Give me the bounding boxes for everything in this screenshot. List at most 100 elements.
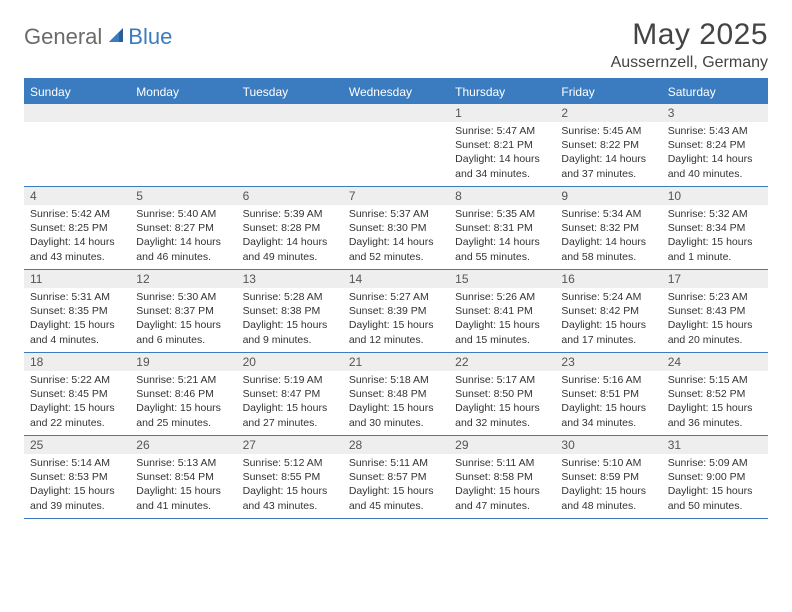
day-number: 7 [343, 187, 449, 205]
sunrise-text: Sunrise: 5:47 AM [455, 124, 549, 138]
week-row: 4Sunrise: 5:42 AMSunset: 8:25 PMDaylight… [24, 187, 768, 270]
day-number: 31 [662, 436, 768, 454]
day-cell: 20Sunrise: 5:19 AMSunset: 8:47 PMDayligh… [237, 353, 343, 435]
sunrise-text: Sunrise: 5:43 AM [668, 124, 762, 138]
week-row: 11Sunrise: 5:31 AMSunset: 8:35 PMDayligh… [24, 270, 768, 353]
day-cell: 24Sunrise: 5:15 AMSunset: 8:52 PMDayligh… [662, 353, 768, 435]
week-row: 18Sunrise: 5:22 AMSunset: 8:45 PMDayligh… [24, 353, 768, 436]
day-cell: 30Sunrise: 5:10 AMSunset: 8:59 PMDayligh… [555, 436, 661, 518]
day-number: 22 [449, 353, 555, 371]
sunrise-text: Sunrise: 5:35 AM [455, 207, 549, 221]
sunrise-text: Sunrise: 5:40 AM [136, 207, 230, 221]
day-cell: 4Sunrise: 5:42 AMSunset: 8:25 PMDaylight… [24, 187, 130, 269]
weekday-header: Friday [555, 80, 661, 104]
day-cell: 28Sunrise: 5:11 AMSunset: 8:57 PMDayligh… [343, 436, 449, 518]
weekday-header: Thursday [449, 80, 555, 104]
sunrise-text: Sunrise: 5:11 AM [349, 456, 443, 470]
daylight-text: Daylight: 14 hours and 46 minutes. [136, 235, 230, 263]
daylight-text: Daylight: 15 hours and 36 minutes. [668, 401, 762, 429]
sunrise-text: Sunrise: 5:23 AM [668, 290, 762, 304]
day-cell [237, 104, 343, 186]
day-body: Sunrise: 5:15 AMSunset: 8:52 PMDaylight:… [662, 371, 768, 434]
sunset-text: Sunset: 8:50 PM [455, 387, 549, 401]
daylight-text: Daylight: 15 hours and 27 minutes. [243, 401, 337, 429]
sunset-text: Sunset: 8:52 PM [668, 387, 762, 401]
daylight-text: Daylight: 15 hours and 12 minutes. [349, 318, 443, 346]
day-body [343, 122, 449, 128]
daylight-text: Daylight: 15 hours and 43 minutes. [243, 484, 337, 512]
sunset-text: Sunset: 8:27 PM [136, 221, 230, 235]
day-body: Sunrise: 5:27 AMSunset: 8:39 PMDaylight:… [343, 288, 449, 351]
day-cell: 2Sunrise: 5:45 AMSunset: 8:22 PMDaylight… [555, 104, 661, 186]
day-cell: 6Sunrise: 5:39 AMSunset: 8:28 PMDaylight… [237, 187, 343, 269]
sunset-text: Sunset: 8:21 PM [455, 138, 549, 152]
sunrise-text: Sunrise: 5:09 AM [668, 456, 762, 470]
calendar: Sunday Monday Tuesday Wednesday Thursday… [24, 78, 768, 519]
sunrise-text: Sunrise: 5:28 AM [243, 290, 337, 304]
header-right: May 2025 Aussernzell, Germany [611, 18, 768, 72]
daylight-text: Daylight: 15 hours and 1 minute. [668, 235, 762, 263]
day-number: 15 [449, 270, 555, 288]
sunrise-text: Sunrise: 5:27 AM [349, 290, 443, 304]
day-cell: 7Sunrise: 5:37 AMSunset: 8:30 PMDaylight… [343, 187, 449, 269]
day-number: 18 [24, 353, 130, 371]
day-number: 30 [555, 436, 661, 454]
day-number: 3 [662, 104, 768, 122]
day-body: Sunrise: 5:10 AMSunset: 8:59 PMDaylight:… [555, 454, 661, 517]
sunrise-text: Sunrise: 5:10 AM [561, 456, 655, 470]
day-body: Sunrise: 5:09 AMSunset: 9:00 PMDaylight:… [662, 454, 768, 517]
sunset-text: Sunset: 8:25 PM [30, 221, 124, 235]
day-cell: 12Sunrise: 5:30 AMSunset: 8:37 PMDayligh… [130, 270, 236, 352]
day-body: Sunrise: 5:18 AMSunset: 8:48 PMDaylight:… [343, 371, 449, 434]
daylight-text: Daylight: 15 hours and 45 minutes. [349, 484, 443, 512]
daylight-text: Daylight: 15 hours and 39 minutes. [30, 484, 124, 512]
sunrise-text: Sunrise: 5:32 AM [668, 207, 762, 221]
daylight-text: Daylight: 14 hours and 58 minutes. [561, 235, 655, 263]
day-number: 19 [130, 353, 236, 371]
day-body: Sunrise: 5:47 AMSunset: 8:21 PMDaylight:… [449, 122, 555, 185]
sunrise-text: Sunrise: 5:14 AM [30, 456, 124, 470]
day-number: 6 [237, 187, 343, 205]
day-number [24, 104, 130, 122]
day-cell [130, 104, 236, 186]
day-body: Sunrise: 5:19 AMSunset: 8:47 PMDaylight:… [237, 371, 343, 434]
daylight-text: Daylight: 15 hours and 4 minutes. [30, 318, 124, 346]
daylight-text: Daylight: 15 hours and 30 minutes. [349, 401, 443, 429]
week-row: 25Sunrise: 5:14 AMSunset: 8:53 PMDayligh… [24, 436, 768, 519]
daylight-text: Daylight: 15 hours and 22 minutes. [30, 401, 124, 429]
day-number: 25 [24, 436, 130, 454]
sunrise-text: Sunrise: 5:42 AM [30, 207, 124, 221]
day-cell: 11Sunrise: 5:31 AMSunset: 8:35 PMDayligh… [24, 270, 130, 352]
sunset-text: Sunset: 8:51 PM [561, 387, 655, 401]
sunset-text: Sunset: 8:47 PM [243, 387, 337, 401]
sunset-text: Sunset: 8:42 PM [561, 304, 655, 318]
day-body [237, 122, 343, 128]
day-number: 26 [130, 436, 236, 454]
sunset-text: Sunset: 9:00 PM [668, 470, 762, 484]
sunrise-text: Sunrise: 5:17 AM [455, 373, 549, 387]
sunset-text: Sunset: 8:45 PM [30, 387, 124, 401]
day-cell: 14Sunrise: 5:27 AMSunset: 8:39 PMDayligh… [343, 270, 449, 352]
sunset-text: Sunset: 8:46 PM [136, 387, 230, 401]
day-number [343, 104, 449, 122]
day-number: 4 [24, 187, 130, 205]
daylight-text: Daylight: 14 hours and 49 minutes. [243, 235, 337, 263]
day-cell: 15Sunrise: 5:26 AMSunset: 8:41 PMDayligh… [449, 270, 555, 352]
day-cell: 25Sunrise: 5:14 AMSunset: 8:53 PMDayligh… [24, 436, 130, 518]
daylight-text: Daylight: 15 hours and 9 minutes. [243, 318, 337, 346]
day-cell: 10Sunrise: 5:32 AMSunset: 8:34 PMDayligh… [662, 187, 768, 269]
day-number: 16 [555, 270, 661, 288]
sunset-text: Sunset: 8:34 PM [668, 221, 762, 235]
day-body: Sunrise: 5:30 AMSunset: 8:37 PMDaylight:… [130, 288, 236, 351]
day-number: 9 [555, 187, 661, 205]
day-body: Sunrise: 5:32 AMSunset: 8:34 PMDaylight:… [662, 205, 768, 268]
sunrise-text: Sunrise: 5:15 AM [668, 373, 762, 387]
day-number: 8 [449, 187, 555, 205]
sunrise-text: Sunrise: 5:34 AM [561, 207, 655, 221]
day-body: Sunrise: 5:26 AMSunset: 8:41 PMDaylight:… [449, 288, 555, 351]
day-number: 11 [24, 270, 130, 288]
day-body: Sunrise: 5:42 AMSunset: 8:25 PMDaylight:… [24, 205, 130, 268]
sunset-text: Sunset: 8:31 PM [455, 221, 549, 235]
day-number [130, 104, 236, 122]
sunset-text: Sunset: 8:54 PM [136, 470, 230, 484]
